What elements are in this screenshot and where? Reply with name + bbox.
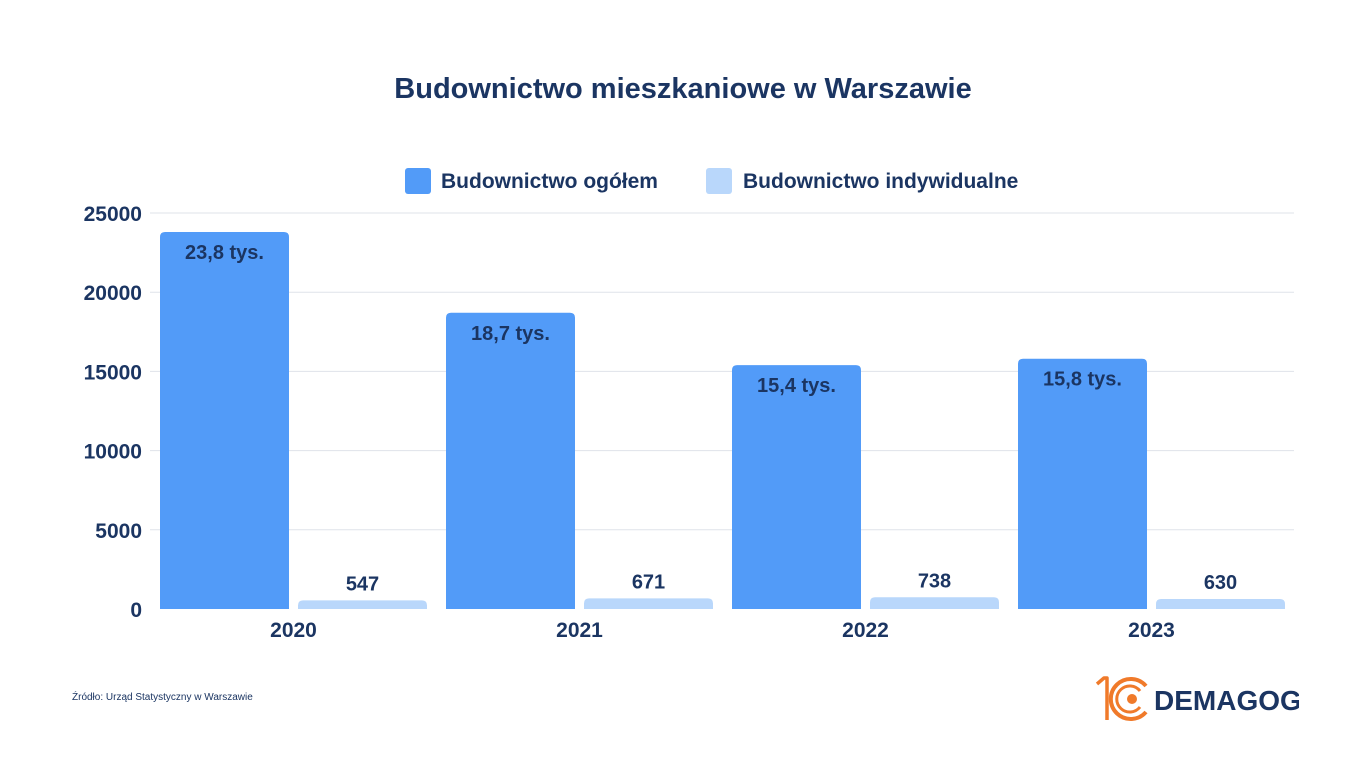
x-axis: 2020 2021 2022 2023 [270, 619, 1175, 642]
legend-label-indywidualne: Budownictwo indywidualne [743, 170, 1018, 193]
chart-title: Budownictwo mieszkaniowe w Warszawie [394, 73, 971, 105]
bar-ogolem [446, 312, 575, 609]
legend-swatch-indywidualne [706, 168, 732, 194]
bar-indywidualne [298, 600, 427, 609]
bar-indywidualne [1156, 599, 1285, 609]
bar-ogolem [732, 365, 861, 609]
source-note: Źródło: Urząd Statystyczny w Warszawie [72, 692, 253, 703]
bar-indywidualne [870, 597, 999, 609]
logo-zero-arc [1108, 677, 1148, 721]
bars: 23,8 tys. 547 18,7 tys. 671 15,4 tys. 738 15,8… [160, 232, 1285, 609]
x-tick-label: 2020 [270, 619, 317, 642]
logo-zero-arc-inner [1115, 684, 1142, 714]
x-tick-label: 2022 [842, 619, 889, 642]
data-label-ogolem: 15,4 tys. [757, 375, 836, 397]
data-label-indywidualne: 547 [346, 573, 379, 595]
bar-indywidualne [584, 598, 713, 609]
x-tick-label: 2021 [556, 619, 603, 642]
y-tick-label: 10000 [84, 441, 142, 464]
bar-ogolem [160, 232, 289, 609]
data-label-indywidualne: 738 [918, 570, 951, 592]
data-label-ogolem: 23,8 tys. [185, 242, 264, 264]
logo-brand: DEMAGOG [1154, 685, 1299, 716]
data-label-ogolem: 15,8 tys. [1043, 369, 1122, 391]
legend: Budownictwo ogółem Budownictwo indywidua… [405, 168, 1018, 194]
y-tick-label: 25000 [84, 203, 142, 226]
y-tick-label: 0 [130, 599, 142, 622]
data-label-ogolem: 18,7 tys. [471, 323, 550, 345]
data-label-indywidualne: 630 [1204, 572, 1237, 594]
x-tick-label: 2023 [1128, 619, 1175, 642]
y-axis: 0 5000 10000 15000 20000 25000 [84, 203, 142, 622]
y-tick-label: 15000 [84, 361, 142, 384]
y-tick-label: 20000 [84, 282, 142, 305]
logo-zero-dot [1127, 694, 1137, 704]
logo-one-glyph [1095, 676, 1109, 720]
legend-swatch-ogolem [405, 168, 431, 194]
bar-ogolem [1018, 358, 1147, 609]
demagog-logo: DEMAGOG [1095, 676, 1299, 721]
data-label-indywidualne: 671 [632, 571, 665, 593]
legend-label-ogolem: Budownictwo ogółem [441, 170, 658, 193]
y-tick-label: 5000 [95, 520, 142, 543]
